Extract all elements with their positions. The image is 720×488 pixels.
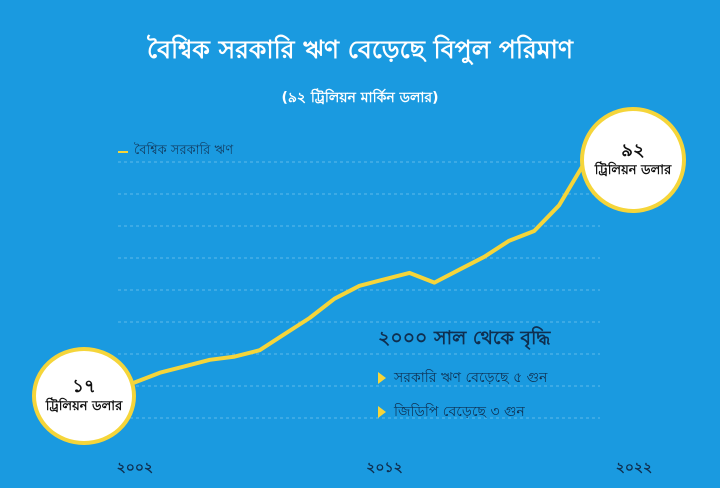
- growth-item-gdp: জিডিপি বেড়েছে ৩ গুন: [378, 400, 550, 424]
- end-value: ৯২: [621, 140, 645, 161]
- end-unit: ট্রিলিয়ন ডলার: [594, 163, 672, 178]
- legend: বৈশ্বিক সরকারি ঋণ: [118, 141, 233, 162]
- grid-lines: [118, 161, 600, 419]
- legend-swatch: [118, 150, 128, 153]
- growth-title: ২০০০ সাল থেকে বৃদ্ধি: [378, 327, 551, 349]
- start-unit: ট্রিলিয়ন ডলার: [45, 399, 123, 414]
- start-value-callout: ১৭ ট্রিলিয়ন ডলার: [32, 347, 136, 445]
- x-tick-label: ২০০২: [116, 460, 154, 476]
- play-arrow-icon: [378, 372, 386, 384]
- x-tick-label: ২০২২: [615, 460, 653, 476]
- series-line-global-debt: [83, 151, 636, 398]
- growth-summary: ২০০০ সাল থেকে বৃদ্ধি সরকারি ঋণ বেড়েছে ৫…: [378, 324, 550, 434]
- start-value: ১৭: [72, 376, 96, 397]
- chart-title: বৈশ্বিক সরকারি ঋণ বেড়েছে বিপুল পরিমাণ: [146, 35, 574, 64]
- x-tick-label: ২০১২: [366, 460, 403, 476]
- growth-item-debt: সরকারি ঋণ বেড়েছে ৫ গুন: [378, 366, 550, 390]
- growth-item-gdp-label: জিডিপি বেড়েছে ৩ গুন: [394, 404, 525, 420]
- series-layer: [83, 151, 636, 398]
- growth-item-debt-label: সরকারি ঋণ বেড়েছে ৫ গুন: [394, 370, 548, 386]
- chart-subtitle: (৯২ ট্রিলিয়ন মার্কিন ডলার): [281, 90, 439, 106]
- play-arrow-icon: [378, 406, 386, 418]
- legend-label: বৈশ্বিক সরকারি ঋণ: [134, 143, 234, 158]
- end-value-callout: ৯২ ট্রিলিয়ন ডলার: [580, 107, 686, 213]
